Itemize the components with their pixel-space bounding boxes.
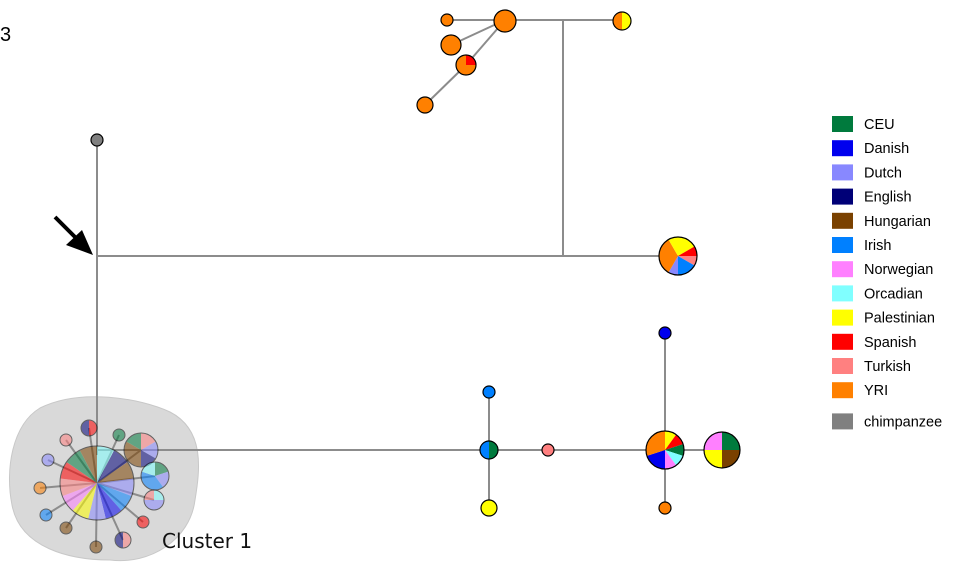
legend-swatch-hungarian (832, 212, 853, 229)
node-danish (658, 326, 672, 340)
legend-swatch-palestinian (832, 309, 853, 326)
legend-label-chimpanzee: chimpanzee (864, 414, 942, 430)
legend-swatch-english (832, 188, 853, 205)
node-cluster-1-b (140, 461, 170, 491)
node-palestinian-yri (612, 11, 632, 31)
node-cluster-1-a (123, 432, 159, 468)
legend-swatch-yri (832, 382, 853, 399)
node-cluster-1-m (112, 428, 126, 442)
node-mixed-upper (658, 236, 698, 276)
legend-label-dutch: Dutch (864, 165, 902, 181)
legend-label-spanish: Spanish (864, 335, 916, 351)
legend-label-norwegian: Norwegian (864, 262, 933, 278)
node-cluster-1-l (80, 419, 98, 437)
node-cluster-1-c (143, 489, 165, 511)
node-cluster-1-center (59, 445, 135, 521)
legend-swatch-chimpanzee (832, 413, 853, 430)
panel-label: 3 (0, 24, 12, 46)
node-yri-lower (658, 501, 672, 515)
legend-label-hungarian: Hungarian (864, 214, 931, 230)
legend-swatch-irish (832, 237, 853, 253)
legend-label-orcadian: Orcadian (864, 286, 923, 302)
arrow-icon (53, 215, 93, 255)
node-yri-hub (493, 9, 517, 33)
legend-swatch-turkish (832, 358, 853, 374)
legend-label-palestinian: Palestinian (864, 311, 935, 327)
node-cluster-1-g (59, 521, 73, 535)
node-mixed-lower (645, 430, 685, 470)
node-irish-top (482, 385, 496, 399)
legend: CEU Danish Dutch English Hungarian Irish Norwe… (832, 116, 942, 430)
legend-label-turkish: Turkish (864, 359, 911, 375)
node-cluster-1-e (114, 531, 132, 549)
legend-swatch-norwegian (832, 261, 853, 278)
node-spanish-yri (455, 54, 477, 76)
node-yri-bottom (416, 96, 434, 114)
node-cluster-1-d (136, 515, 150, 529)
legend-swatch-danish (832, 140, 853, 157)
node-cluster-1-i (33, 481, 47, 495)
legend-label-danish: Danish (864, 141, 909, 157)
node-palestinian-bottom (480, 499, 498, 517)
node-yri-small (440, 13, 454, 27)
node-yri-left (440, 34, 462, 56)
legend-label-english: English (864, 190, 912, 206)
node-cluster-1-k (59, 433, 73, 447)
node-cluster-1-h (39, 508, 53, 522)
node-turkish (541, 443, 555, 457)
legend-label-ceu: CEU (864, 117, 895, 133)
legend-swatch-ceu (832, 116, 853, 132)
legend-label-yri: YRI (864, 383, 888, 399)
node-ceu-irish (479, 440, 499, 460)
node-cluster-1-j (41, 453, 55, 467)
legend-swatch-orcadian (832, 285, 853, 302)
cluster-label: Cluster 1 (162, 529, 252, 553)
node-chimpanzee (90, 133, 104, 147)
node-cluster-1-f (89, 540, 103, 554)
network-nodes (33, 9, 741, 554)
legend-swatch-dutch (832, 164, 853, 181)
node-ceu-hungarian (703, 431, 741, 469)
legend-label-irish: Irish (864, 238, 891, 254)
legend-swatch-spanish (832, 333, 853, 350)
